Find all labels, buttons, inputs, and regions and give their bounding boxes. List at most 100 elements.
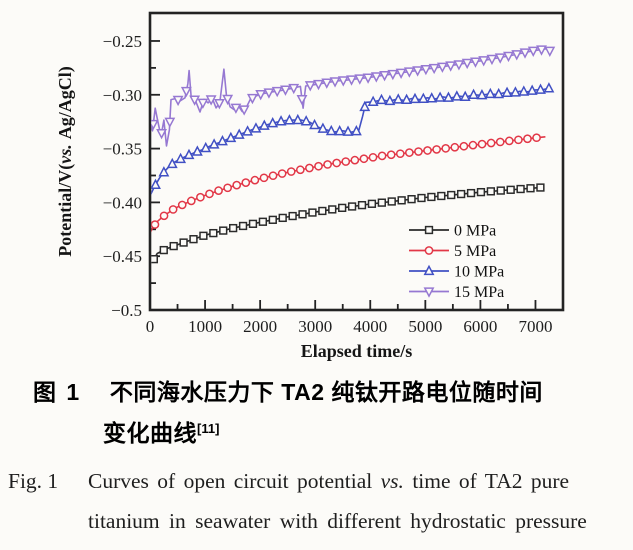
x-axis-title: Elapsed time/s — [301, 341, 413, 361]
marker-triangle-up — [258, 119, 270, 130]
caption-en-seg1: Curves of open circuit potential — [88, 469, 373, 493]
marker-triangle-up — [434, 91, 446, 102]
marker-triangle-down — [544, 46, 556, 57]
marker-square — [308, 208, 317, 217]
marker-triangle-up — [283, 114, 295, 125]
marker-triangle-down — [346, 75, 357, 86]
marker-triangle-down — [288, 83, 300, 95]
marker-circle — [223, 183, 232, 193]
marker-triangle-up — [359, 100, 371, 112]
legend-item-0-mpa: 0 MPa — [409, 223, 496, 240]
marker-square — [526, 184, 535, 193]
legend-label: 15 MPa — [454, 284, 504, 301]
marker-triangle-up — [401, 93, 413, 105]
marker-circle — [295, 165, 305, 175]
marker-triangle-up — [451, 90, 463, 101]
marker-triangle-down — [536, 45, 547, 56]
marker-triangle-down — [461, 58, 473, 70]
marker-circle — [405, 148, 414, 157]
marker-triangle-down — [296, 94, 308, 106]
marker-triangle-up — [392, 93, 404, 104]
marker-circle — [341, 157, 351, 166]
marker-triangle-up — [493, 87, 505, 99]
marker-circle — [214, 186, 223, 196]
marker-square — [238, 221, 248, 231]
marker-triangle-up — [191, 145, 203, 156]
marker-square — [456, 189, 466, 199]
caption-chinese-text1: 不同海水压力下 TA2 纯钛开路电位随时间 — [109, 379, 543, 405]
marker-triangle-up — [468, 88, 480, 99]
marker-circle — [359, 154, 369, 164]
x-tick-label: 7000 — [518, 317, 552, 336]
legend: 0 MPa 5 MPa 10 MPa 15 MPa — [409, 223, 504, 301]
marker-triangle-down — [428, 63, 440, 75]
plot-frame — [148, 11, 565, 312]
marker-triangle-up — [501, 86, 513, 97]
marker-circle — [323, 160, 332, 169]
marker-triangle-down — [164, 117, 176, 128]
marker-square — [377, 198, 386, 207]
marker-circle — [523, 134, 532, 144]
marker-circle — [177, 200, 187, 210]
caption-english-line2: titanium in seawater with different hydr… — [88, 509, 587, 533]
marker-square — [516, 184, 525, 194]
marker-triangle-down — [511, 50, 523, 61]
marker-circle — [495, 137, 505, 147]
marker-circle — [350, 155, 360, 165]
marker-triangle-up — [325, 124, 337, 136]
marker-triangle-up — [535, 83, 546, 94]
x-tick-label: 5000 — [408, 317, 442, 336]
y-tick-label: −0.30 — [103, 86, 142, 105]
marker-square — [347, 202, 357, 211]
marker-triangle-up — [250, 122, 262, 133]
marker-triangle-down — [255, 89, 267, 101]
marker-triangle-down — [329, 77, 341, 88]
marker-triangle-down — [412, 66, 424, 77]
marker-square — [338, 203, 347, 213]
x-tick-label: 1000 — [188, 317, 222, 336]
marker-square — [179, 238, 188, 247]
marker-square — [417, 193, 426, 203]
marker-triangle-up — [459, 90, 471, 101]
legend-item-5-mpa: 5 MPa — [409, 243, 496, 260]
series-15-mpa — [151, 45, 556, 147]
marker-triangle-up — [175, 152, 187, 164]
marker-triangle-up — [183, 148, 195, 160]
marker-triangle-down — [527, 46, 539, 58]
marker-square — [506, 185, 515, 194]
marker-square — [466, 188, 476, 198]
marker-square — [209, 228, 218, 238]
marker-circle — [286, 167, 296, 176]
marker-square — [199, 231, 208, 240]
marker-square — [328, 205, 337, 214]
marker-triangle-down — [370, 72, 382, 83]
marker-circle — [532, 133, 541, 143]
marker-triangle-up — [334, 125, 346, 136]
marker-triangle-down — [423, 287, 435, 298]
caption-english-line1: Fig. 1 Curves of open circuit potential v… — [0, 467, 633, 495]
marker-square — [219, 226, 228, 235]
marker-triangle-up — [208, 138, 220, 149]
marker-circle — [368, 152, 378, 162]
marker-triangle-up — [443, 91, 454, 102]
marker-triangle-down — [436, 62, 448, 73]
marker-square — [189, 235, 198, 244]
marker-square — [387, 197, 396, 206]
marker-circle — [186, 196, 196, 206]
marker-triangle-up — [543, 82, 555, 93]
x-tick-label: 3000 — [298, 317, 332, 336]
marker-triangle-down — [197, 98, 209, 110]
marker-square — [229, 223, 238, 233]
axis-tick-labels: −0.25 −0.30 −0.35 −0.40 −0.45 −0.50 1000 2000 30… — [103, 32, 553, 336]
marker-triangle-down — [222, 94, 234, 106]
caption-chinese-line1: 图 1 不同海水压力下 TA2 纯钛开路电位随时间 — [0, 378, 633, 406]
marker-triangle-up — [476, 89, 488, 100]
axis-ticks — [149, 40, 564, 311]
marker-triangle-up — [426, 92, 438, 103]
marker-circle — [232, 180, 242, 190]
marker-square — [258, 217, 268, 226]
marker-square — [486, 187, 496, 196]
marker-circle — [468, 140, 478, 150]
marker-triangle-up — [158, 166, 170, 177]
caption-chinese-line2: 变化曲线[11] — [0, 415, 633, 447]
